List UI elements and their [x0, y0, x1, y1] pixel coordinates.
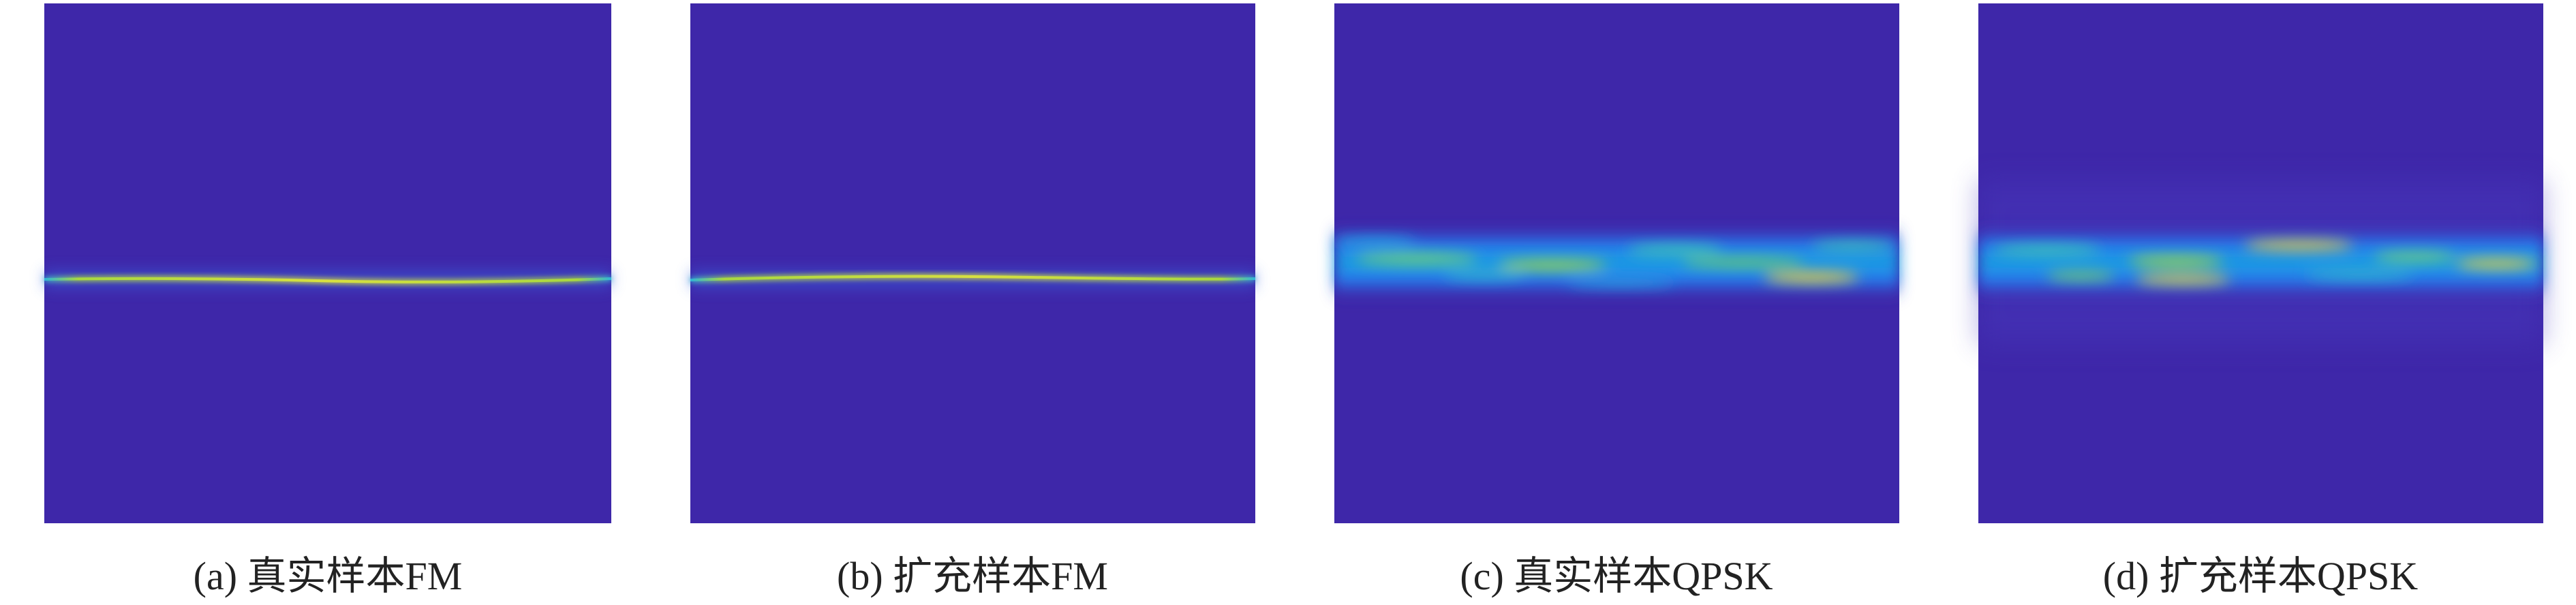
band — [1978, 225, 2543, 300]
panel-c — [1334, 3, 1899, 523]
caption: (d) 扩充样本QPSK — [2103, 554, 2419, 598]
signal-line — [690, 275, 1256, 281]
panel-b — [690, 3, 1256, 523]
caption: (b) 扩充样本FM — [837, 554, 1108, 598]
panel-d — [1978, 3, 2543, 523]
spectrogram — [44, 3, 611, 523]
signal-line — [44, 277, 612, 283]
caption: (a) 真实样本FM — [194, 554, 463, 598]
spectrogram — [690, 3, 1255, 523]
blobs — [1992, 241, 2537, 284]
blobs — [1334, 238, 1893, 286]
panel-a — [44, 3, 612, 523]
caption: (c) 真实样本QPSK — [1460, 554, 1773, 598]
